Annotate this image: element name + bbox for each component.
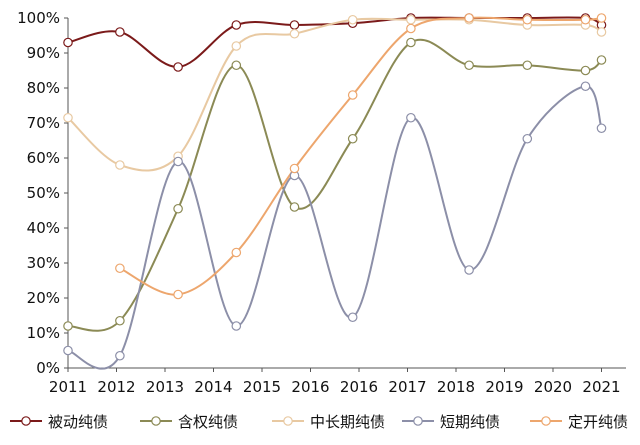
series-point-4 [580, 81, 591, 92]
series-point-5 [522, 14, 533, 25]
series-point-5 [231, 247, 242, 258]
legend: 被动纯债 含权纯债 中长期纯债 短期纯债 定开纯债 [10, 413, 628, 431]
series-point-4 [522, 133, 533, 144]
y-tick-label: 90% [27, 44, 60, 62]
series-point-2 [580, 65, 591, 76]
series-point-5 [173, 289, 183, 300]
series-point-5 [289, 163, 300, 174]
y-tick-label: 30% [27, 254, 60, 272]
series-point-1 [289, 20, 300, 30]
series-point-4 [596, 123, 607, 134]
legend-swatch-marker [541, 416, 551, 426]
y-tick-label: 50% [27, 184, 60, 202]
series-point-1 [173, 62, 183, 72]
x-tick-label: 2016 [291, 378, 329, 396]
legend-label: 被动纯债 [48, 413, 108, 431]
series-point-3 [115, 160, 125, 170]
legend-label: 短期纯债 [440, 413, 500, 431]
series-point-3 [289, 28, 300, 39]
series-point-4 [347, 312, 358, 323]
x-tick-label: 2020 [534, 378, 572, 396]
x-tick-label: 2012 [97, 378, 135, 396]
x-tick-label: 2013 [146, 378, 184, 396]
x-axis-ticks: 2011 2012 2013 2014 2015 2016 2016 2017 2018 2019… [49, 368, 621, 396]
series-point-2 [464, 60, 474, 71]
series-point-3 [231, 41, 242, 51]
series-point-4 [115, 350, 125, 361]
y-tick-label: 60% [27, 149, 60, 167]
series-point-4 [231, 321, 242, 331]
series-lines [67, 16, 603, 370]
x-tick-label: 2018 [437, 378, 475, 396]
legend-swatch-marker [413, 416, 423, 426]
legend-label: 中长期纯债 [310, 413, 385, 431]
y-axis-ticks: 0% 10% 20% 30% 40% 50% 60% 70% 80% 90% 100% [17, 9, 68, 377]
y-tick-label: 10% [27, 324, 60, 342]
y-tick-label: 0% [36, 359, 60, 377]
series-point-5 [580, 14, 591, 25]
y-tick-label: 70% [27, 114, 60, 132]
x-tick-label: 2016 [340, 378, 378, 396]
series-line-4 [67, 85, 603, 370]
series-point-2 [596, 55, 607, 65]
y-tick-label: 100% [17, 9, 60, 27]
series-point-5 [347, 90, 358, 100]
series-point-3 [63, 112, 73, 123]
x-tick-label: 2015 [243, 378, 281, 396]
series-point-2 [347, 133, 358, 144]
series-point-2 [115, 315, 125, 326]
series-point-1 [231, 20, 242, 30]
x-tick-label: 2014 [194, 378, 232, 396]
series-point-3 [596, 27, 607, 37]
series-point-4 [406, 112, 416, 123]
series-point-1 [63, 37, 73, 48]
y-tick-label: 80% [27, 79, 60, 97]
series-point-5 [464, 13, 474, 23]
series-point-5 [406, 23, 416, 34]
legend-label: 定开纯债 [568, 413, 628, 431]
series-line-5 [119, 16, 602, 296]
series-point-2 [173, 203, 183, 214]
series-point-2 [406, 37, 416, 48]
series-point-2 [289, 202, 300, 212]
series-point-3 [406, 14, 416, 25]
series-line-3 [67, 17, 603, 172]
series-points [63, 13, 607, 361]
series-point-5 [596, 13, 607, 23]
legend-swatch-marker [151, 416, 161, 426]
series-point-5 [115, 263, 125, 274]
series-point-1 [115, 27, 125, 37]
y-tick-label: 20% [27, 289, 60, 307]
legend-swatch-marker [283, 416, 293, 426]
series-point-2 [231, 60, 242, 71]
legend-label: 含权纯债 [178, 413, 238, 431]
series-point-4 [464, 265, 474, 275]
x-tick-label: 2019 [485, 378, 523, 396]
y-tick-label: 40% [27, 219, 60, 237]
series-point-3 [347, 14, 358, 25]
x-tick-label: 2017 [388, 378, 426, 396]
series-point-4 [63, 345, 73, 356]
x-tick-label: 2011 [49, 378, 87, 396]
x-tick-label: 2021 [582, 378, 620, 396]
series-point-2 [63, 321, 73, 331]
legend-swatch-marker [21, 416, 31, 426]
series-point-4 [173, 156, 183, 167]
series-point-2 [522, 60, 533, 71]
